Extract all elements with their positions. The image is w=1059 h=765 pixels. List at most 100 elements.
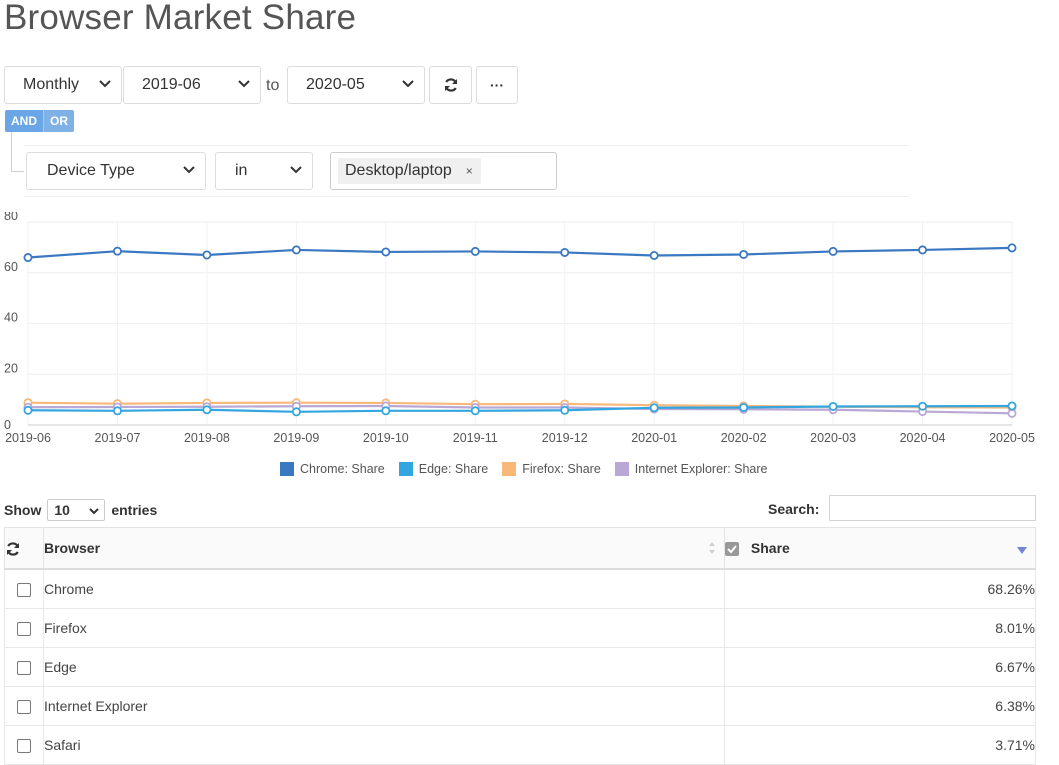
y-tick-label: 20 [4, 361, 18, 375]
refresh-button[interactable] [429, 66, 472, 104]
remove-tag-icon[interactable]: × [465, 164, 473, 178]
page-length-select[interactable]: 10 [47, 499, 106, 521]
data-point-0 [470, 246, 480, 256]
data-point-0 [202, 250, 212, 260]
or-button[interactable]: OR [44, 110, 74, 132]
to-month-value: 2020-05 [306, 76, 365, 93]
data-point-1 [918, 401, 928, 411]
more-icon: ··· [490, 77, 504, 93]
search-input[interactable] [829, 495, 1036, 521]
refresh-icon [444, 78, 457, 92]
data-point-1 [112, 406, 122, 416]
table-row[interactable]: Edge 6.67% [4, 647, 1036, 687]
data-point-0 [560, 247, 570, 257]
table-row[interactable]: Chrome 68.26% [4, 568, 1036, 609]
chevron-down-icon [238, 80, 250, 88]
show-label: Show [4, 502, 42, 518]
table-row[interactable]: Safari 3.71% [4, 725, 1036, 765]
data-point-1 [739, 402, 749, 412]
more-options-button[interactable]: ··· [476, 66, 518, 104]
from-month-value: 2019-06 [142, 76, 201, 93]
checkbox-icon [17, 739, 31, 754]
entries-label: entries [111, 502, 158, 518]
data-point-1 [291, 407, 301, 417]
data-point-1 [649, 403, 659, 413]
data-point-1 [381, 406, 391, 416]
filter-field-value: Device Type [47, 162, 135, 179]
data-point-0 [918, 245, 928, 255]
sort-desc-icon [1017, 547, 1027, 554]
x-tick-label: 2020-04 [900, 431, 946, 445]
data-point-0 [23, 253, 33, 263]
table-header-row: Browser Share [4, 527, 1036, 570]
data-point-1 [1007, 401, 1017, 411]
chevron-down-icon [183, 166, 195, 174]
checkbox-checked-icon[interactable] [725, 542, 739, 557]
legend-item[interactable]: Internet Explorer: Share [614, 462, 768, 476]
checkbox-icon [17, 622, 31, 637]
legend-swatch [280, 462, 294, 476]
legend-item[interactable]: Edge: Share [398, 462, 488, 476]
chevron-down-icon [290, 166, 302, 174]
data-point-0 [828, 246, 838, 256]
row-checkbox[interactable] [4, 686, 44, 726]
chart-legend: Chrome: Share Edge: Share Firefox: Share In… [280, 462, 782, 476]
x-tick-label: 2019-11 [453, 431, 498, 445]
row-checkbox[interactable] [4, 568, 44, 609]
browser-cell: Edge [43, 647, 725, 687]
y-tick-label: 80 [4, 212, 18, 223]
page-title: Browser Market Share [4, 0, 357, 37]
filter-row-divider [24, 145, 909, 146]
data-point-0 [112, 246, 122, 256]
table-row[interactable]: Firefox 8.01% [4, 608, 1036, 648]
data-point-0 [291, 245, 301, 255]
share-header-label: Share [750, 539, 790, 556]
browser-cell: Firefox [43, 608, 725, 648]
data-point-1 [470, 406, 480, 416]
checkbox-icon [17, 583, 31, 598]
y-tick-label: 40 [4, 311, 18, 325]
x-tick-label: 2019-12 [542, 431, 588, 445]
x-tick-label: 2020-01 [631, 431, 677, 445]
interval-value: Monthly [23, 76, 80, 93]
and-or-toggle: AND OR [5, 110, 74, 132]
legend-item[interactable]: Firefox: Share [502, 462, 601, 476]
legend-swatch [398, 462, 413, 476]
series-line-1 [27, 404, 1013, 413]
filter-tree-connector [11, 132, 24, 172]
reset-column-header[interactable] [4, 527, 44, 570]
legend-item[interactable]: Chrome: Share [280, 462, 385, 476]
filter-field-select[interactable]: Device Type [26, 152, 206, 190]
x-tick-label: 2019-07 [95, 431, 141, 445]
page-length-value: 10 [54, 502, 70, 518]
and-button[interactable]: AND [5, 110, 44, 132]
data-point-0 [1007, 243, 1017, 253]
filter-operator-value: in [235, 162, 248, 179]
x-tick-label: 2019-10 [363, 431, 409, 445]
share-cell: 3.71% [724, 725, 1036, 765]
filter-operator-select[interactable]: in [215, 152, 313, 190]
table-row[interactable]: Internet Explorer 6.38% [4, 686, 1036, 726]
chevron-down-icon [99, 80, 111, 88]
share-column-header[interactable]: Share [724, 527, 1036, 570]
data-table: Browser Share Chrome 68.26% [4, 527, 1036, 765]
browser-column-header[interactable]: Browser [43, 527, 725, 570]
chevron-down-icon [402, 80, 414, 88]
data-point-1 [560, 405, 570, 415]
checkbox-icon [17, 700, 31, 715]
data-point-1 [828, 401, 838, 411]
row-checkbox[interactable] [4, 608, 44, 648]
to-month-select[interactable]: 2020-05 [287, 66, 425, 104]
from-month-select[interactable]: 2019-06 [123, 66, 261, 104]
row-checkbox[interactable] [4, 647, 44, 687]
line-chart: 0 20 40 60 80 2019-06 2019-07 2019-08 2019-09 201… [4, 212, 1035, 445]
data-point-0 [649, 250, 659, 260]
interval-select[interactable]: Monthly [4, 66, 122, 104]
data-point-3 [1007, 408, 1017, 418]
chevron-down-icon [89, 508, 100, 515]
legend-swatch [502, 462, 517, 476]
x-tick-label: 2019-06 [5, 431, 51, 445]
share-cell: 6.38% [724, 686, 1036, 726]
filter-value-input[interactable]: Desktop/laptop × [330, 152, 557, 190]
browser-cell: Safari [43, 725, 725, 765]
